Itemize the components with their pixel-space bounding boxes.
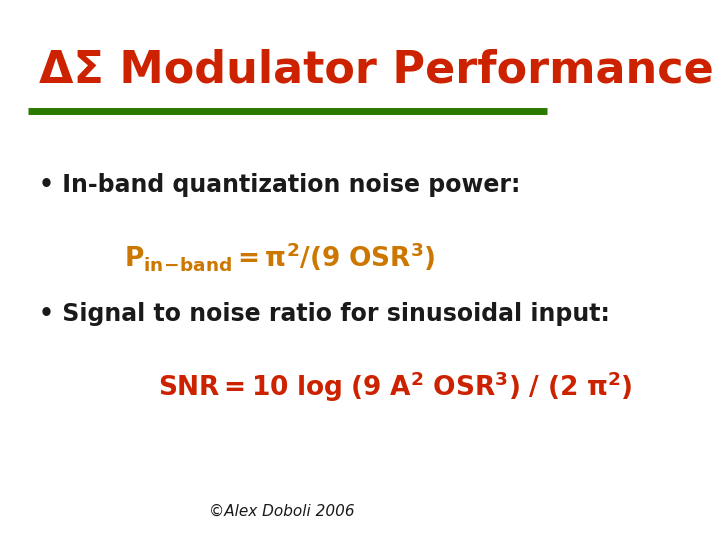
Text: ©Alex Doboli 2006: ©Alex Doboli 2006 [210,503,355,518]
Text: ΔΣ Modulator Performance: ΔΣ Modulator Performance [40,49,714,92]
Text: • In-band quantization noise power:: • In-band quantization noise power: [40,173,521,197]
Text: $\mathbf{SNR = 10\ log\ (9\ A^2\ OSR^3)\ /\ (2\ \pi^2)}$: $\mathbf{SNR = 10\ log\ (9\ A^2\ OSR^3)\… [158,370,632,404]
Text: $\mathbf{P_{in\!-\!band} = \pi^2 / (9\ OSR^3)}$: $\mathbf{P_{in\!-\!band} = \pi^2 / (9\ O… [124,240,436,273]
Text: • Signal to noise ratio for sinusoidal input:: • Signal to noise ratio for sinusoidal i… [40,302,611,326]
